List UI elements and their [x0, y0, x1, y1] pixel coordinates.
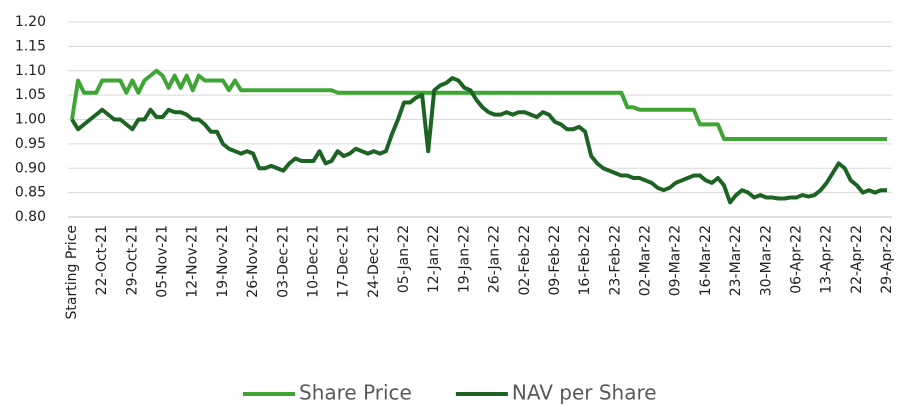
y-tick-label: 0.90 — [15, 160, 46, 176]
x-tick-label: 23-Feb-22 — [607, 225, 623, 296]
x-tick-label: 16-Mar-22 — [698, 225, 714, 296]
x-tick-label: 02-Feb-22 — [517, 225, 533, 296]
x-tick-label: 26-Nov-21 — [245, 225, 261, 298]
x-tick-label: 02-Mar-22 — [638, 225, 654, 296]
x-tick-label: 03-Dec-21 — [275, 225, 291, 298]
x-tick-label: 13-Apr-22 — [819, 225, 835, 294]
x-tick-label: 10-Dec-21 — [305, 225, 321, 298]
y-tick-label: 1.05 — [15, 87, 46, 103]
x-tick-label: 29-Oct-21 — [124, 225, 140, 295]
x-tick-label: 09-Feb-22 — [547, 225, 563, 296]
x-tick-label: 19-Nov-21 — [215, 225, 231, 298]
x-tick-label: 09-Mar-22 — [668, 225, 684, 296]
y-tick-label: 0.95 — [15, 136, 46, 152]
x-tick-label: 12-Jan-22 — [426, 225, 442, 293]
x-tick-label: 26-Jan-22 — [487, 225, 503, 293]
x-tick-label: 22-Oct-21 — [94, 225, 110, 295]
y-tick-label: 1.00 — [15, 112, 46, 128]
x-tick-label: 05-Nov-21 — [155, 225, 171, 298]
y-tick-label: 1.15 — [15, 38, 46, 54]
x-tick-label: 22-Apr-22 — [849, 225, 865, 294]
series-line — [70, 76, 887, 205]
y-tick-label: 0.80 — [15, 209, 46, 225]
x-tick-label: 24-Dec-21 — [366, 225, 382, 298]
y-tick-label: 0.85 — [15, 185, 46, 201]
legend-label: NAV per Share — [512, 381, 657, 405]
y-tick-label: 1.10 — [15, 63, 46, 79]
legend-label: Share Price — [299, 381, 412, 405]
series-line — [70, 68, 887, 141]
x-tick-label: 16-Feb-22 — [577, 225, 593, 296]
x-tick-label: 06-Apr-22 — [788, 225, 804, 294]
x-tick-label: 17-Dec-21 — [336, 225, 352, 298]
x-tick-label: 05-Jan-22 — [396, 225, 412, 293]
x-tick-label: Starting Price — [64, 225, 80, 319]
y-tick-label: 1.20 — [15, 14, 46, 30]
x-tick-label: 29-Apr-22 — [879, 225, 895, 294]
x-tick-label: 12-Nov-21 — [185, 225, 201, 298]
x-tick-label: 30-Mar-22 — [758, 225, 774, 296]
x-tick-label: 19-Jan-22 — [456, 225, 472, 293]
x-tick-label: 23-Mar-22 — [728, 225, 744, 296]
